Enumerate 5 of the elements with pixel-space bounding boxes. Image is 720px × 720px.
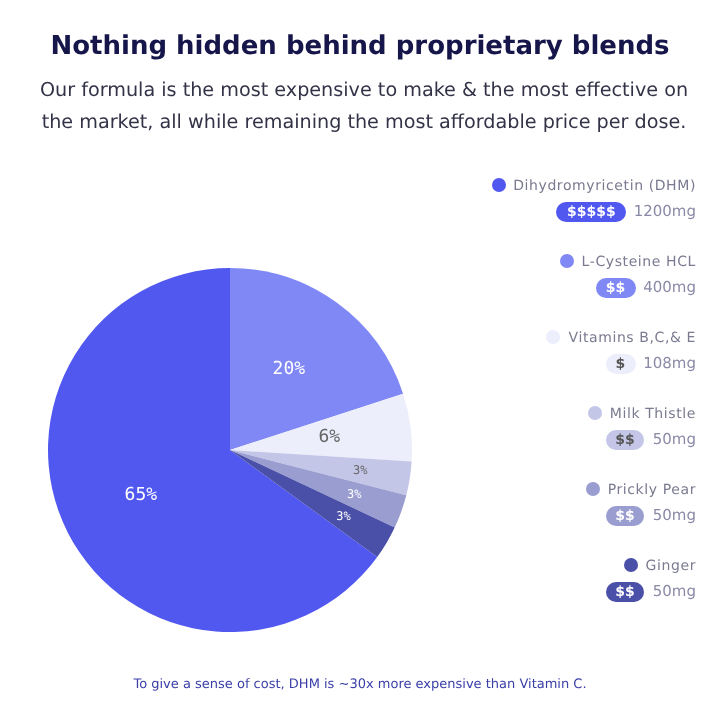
chart-subtitle: Our formula is the most expensive to make & the most effective on the market, all while remaining the most affordable price per dose.	[37, 78, 691, 138]
data-label: 6%	[318, 428, 342, 449]
data-label: 65%	[124, 486, 159, 507]
chart-title: Nothing hidden behind proprietary blends	[48, 32, 672, 62]
data-label: 20%	[272, 359, 307, 380]
